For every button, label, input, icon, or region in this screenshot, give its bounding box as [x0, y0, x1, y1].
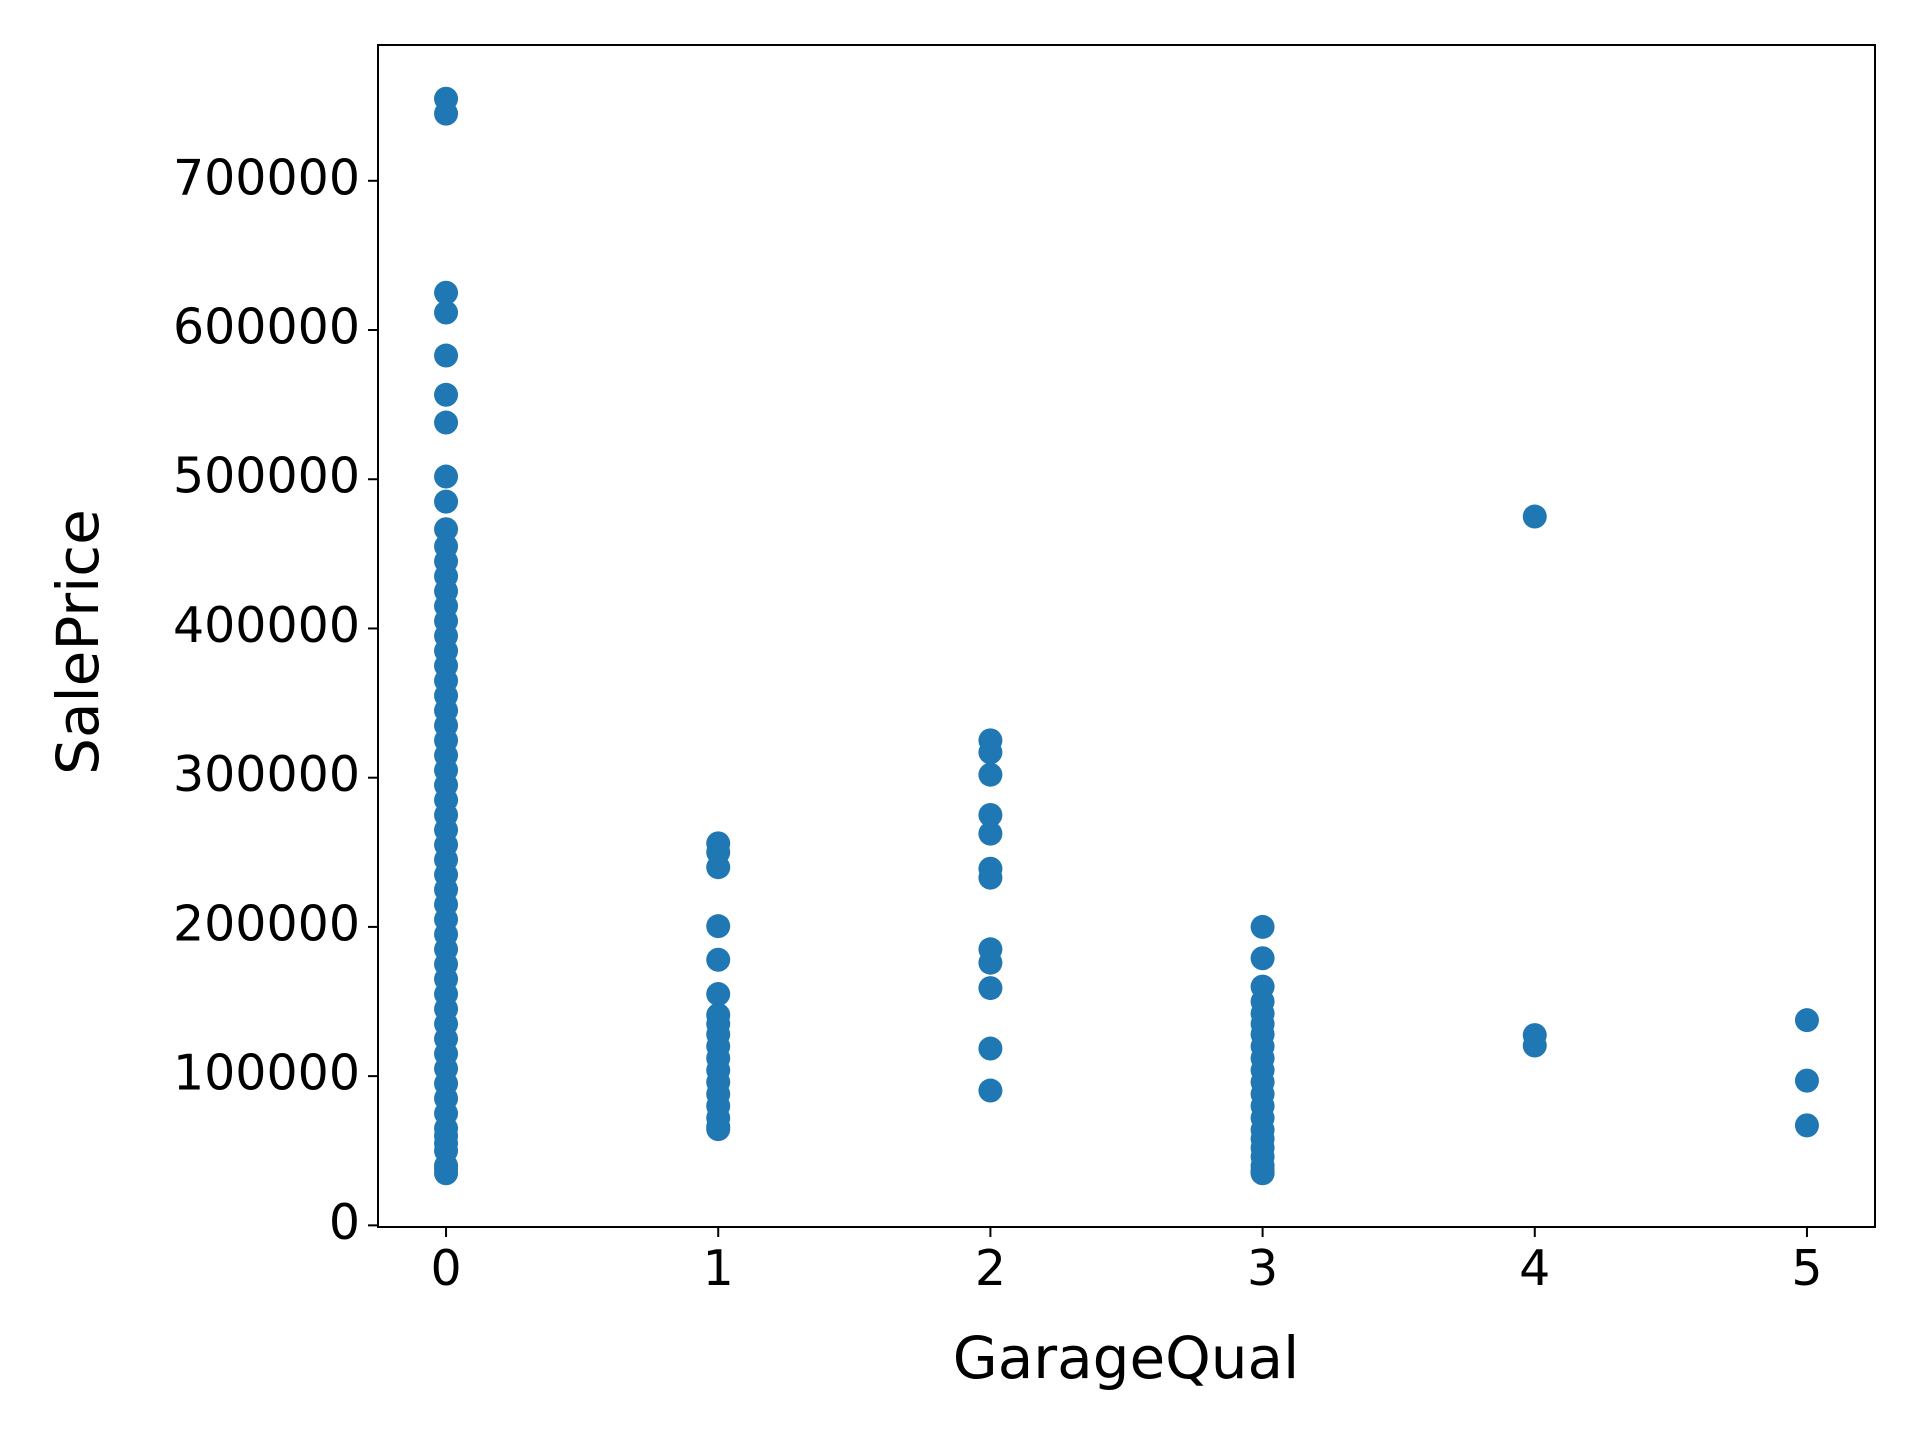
point — [434, 300, 459, 325]
point — [434, 101, 459, 126]
point — [706, 947, 731, 972]
y-tick-label: 600000 — [173, 299, 360, 356]
point — [978, 1036, 1003, 1061]
point — [706, 914, 731, 939]
x-tick-label: 0 — [430, 1240, 461, 1297]
point — [978, 821, 1003, 846]
point — [434, 489, 459, 514]
y-tick-label: 200000 — [173, 895, 360, 952]
point — [978, 976, 1003, 1001]
point — [434, 517, 459, 542]
point — [706, 1117, 731, 1142]
point — [1794, 1068, 1819, 1093]
x-tick-label: 2 — [975, 1240, 1006, 1297]
point — [978, 802, 1003, 827]
point — [978, 740, 1003, 765]
point — [434, 280, 459, 305]
point — [978, 950, 1003, 975]
x-tick-label: 1 — [703, 1240, 734, 1297]
plot-frame — [377, 44, 1876, 1228]
point — [434, 464, 459, 489]
x-tick-label: 4 — [1519, 1240, 1550, 1297]
point — [434, 382, 459, 407]
point — [706, 855, 731, 880]
y-tick-label: 400000 — [173, 597, 360, 654]
point — [1522, 504, 1547, 529]
point — [1250, 914, 1275, 939]
point — [706, 982, 731, 1007]
point — [1250, 946, 1275, 971]
point — [434, 1161, 459, 1186]
point — [1794, 1113, 1819, 1138]
point — [1250, 1161, 1275, 1186]
x-tick-label: 5 — [1791, 1240, 1822, 1297]
point — [434, 343, 459, 368]
point — [1522, 1033, 1547, 1058]
y-tick-label: 0 — [329, 1194, 360, 1251]
y-tick-label: 300000 — [173, 746, 360, 803]
point — [978, 762, 1003, 787]
x-axis-label: GarageQual — [953, 1324, 1299, 1392]
point — [978, 1078, 1003, 1103]
point — [434, 410, 459, 435]
y-tick-label: 100000 — [173, 1045, 360, 1102]
x-tick-label: 3 — [1247, 1240, 1278, 1297]
y-axis-label: SalePrice — [44, 509, 112, 775]
point — [1794, 1008, 1819, 1033]
y-tick-label: 700000 — [173, 149, 360, 206]
point — [978, 865, 1003, 890]
y-tick-label: 500000 — [173, 448, 360, 505]
